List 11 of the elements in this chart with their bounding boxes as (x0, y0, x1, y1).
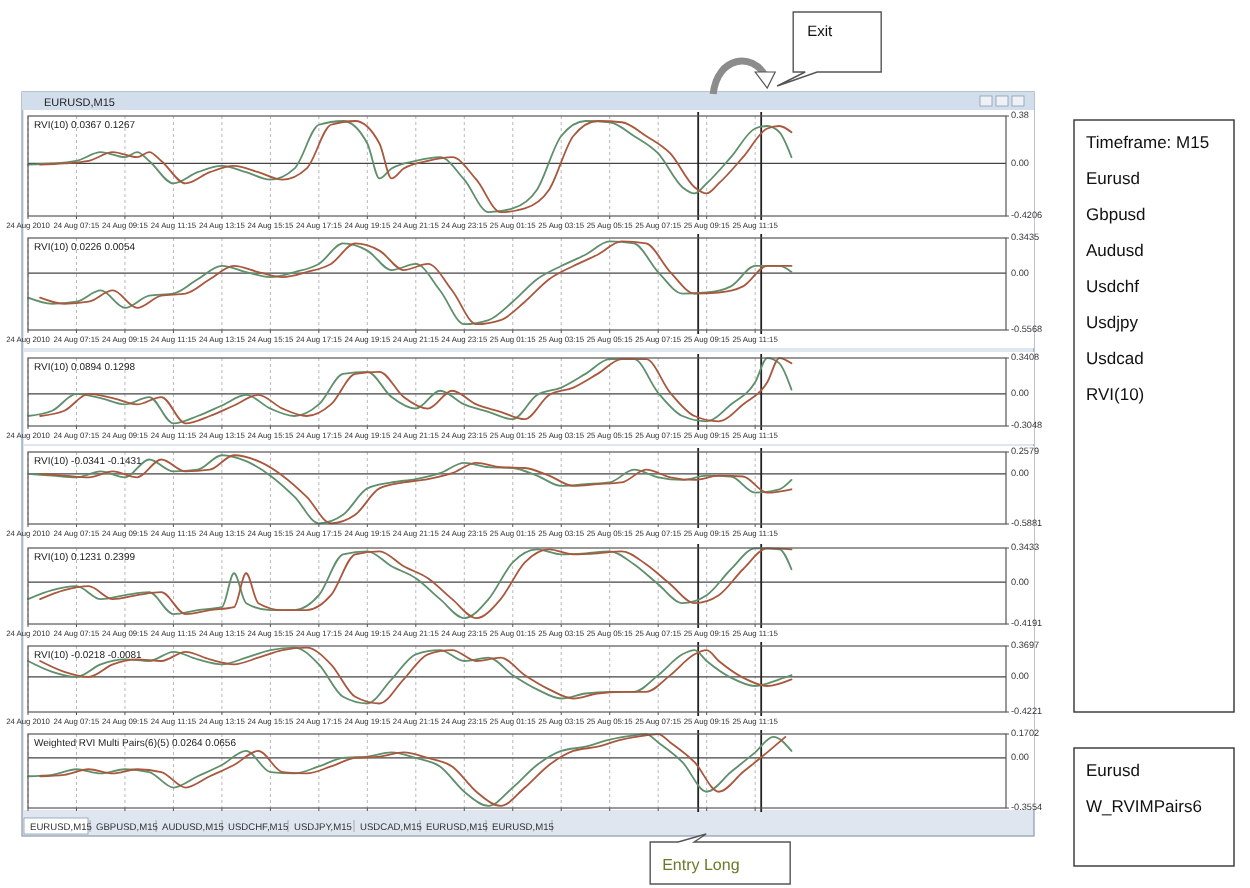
text: W_RVIMPairs6 (1086, 796, 1203, 816)
text: RVI(10) (1086, 384, 1145, 404)
text: Audusd (1086, 240, 1145, 260)
text: Usdjpy (1086, 312, 1140, 332)
text: Eurusd (1086, 760, 1141, 780)
text: Timeframe: M15 (1086, 132, 1210, 152)
text: Entry Long (662, 856, 740, 874)
text: Gbpusd (1086, 204, 1147, 224)
text: Usdchf (1086, 276, 1141, 296)
text: Eurusd (1086, 168, 1141, 188)
text: Usdcad (1086, 348, 1145, 368)
